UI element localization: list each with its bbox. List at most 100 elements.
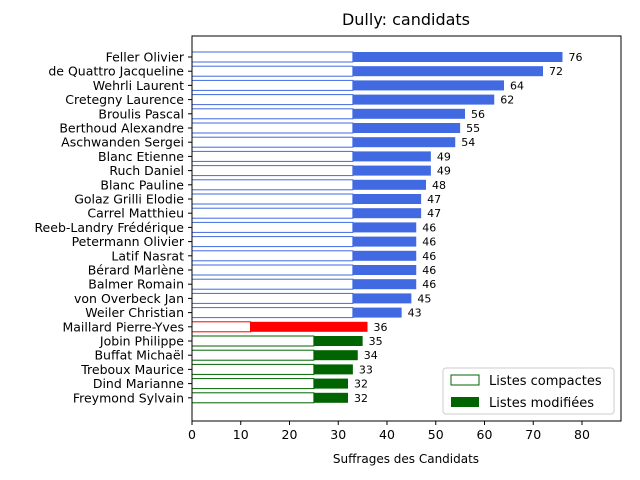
x-tick-label-20: 20	[282, 427, 298, 442]
data-label-blanc-pauline: 48	[432, 179, 446, 192]
bar-compact-aschwanden-sergei	[191, 136, 354, 148]
y-tick-label-buffat-michael: Buffat Michaël	[94, 348, 184, 363]
bar-modified-blanc-etienne	[352, 151, 431, 162]
y-tick-label-von-overbeck-jan: von Overbeck Jan	[74, 291, 184, 306]
bar-compact-freymond-sylvain	[191, 392, 315, 404]
bar-modified-blanc-pauline	[352, 179, 426, 190]
legend-swatch-modified	[451, 397, 479, 407]
y-tick-label-dind-marianne: Dind Marianne	[93, 376, 184, 391]
bar-modified-ruch-daniel	[352, 165, 431, 176]
chart-title: Dully: candidats	[342, 10, 470, 29]
y-tick-label-broulis-pascal: Broulis Pascal	[98, 106, 184, 121]
bar-compact-balmer-romain	[191, 278, 354, 290]
x-tick-label-10: 10	[233, 427, 249, 442]
y-tick-label-petermann-olivier: Petermann Olivier	[72, 234, 185, 249]
bar-modified-de-quattro-jacqueline	[352, 66, 543, 77]
y-tick-label-feller-olivier: Feller Olivier	[106, 50, 185, 65]
bar-compact-jobin-philippe	[191, 335, 315, 347]
y-tick-label-de-quattro-jacqueline: de Quattro Jacqueline	[48, 64, 184, 79]
bar-compact-wehrli-laurent	[191, 79, 354, 91]
bar-compact-broulis-pascal	[191, 108, 354, 120]
y-tick-label-maillard-pierre-yves: Maillard Pierre-Yves	[62, 319, 184, 334]
y-tick-label-aschwanden-sergei: Aschwanden Sergei	[61, 135, 184, 150]
bar-modified-buffat-michael	[313, 350, 358, 361]
data-label-wehrli-laurent: 64	[510, 79, 524, 92]
y-tick-label-jobin-philippe: Jobin Philippe	[99, 334, 184, 349]
data-label-feller-olivier: 76	[569, 51, 583, 64]
x-tick-label-50: 50	[428, 427, 444, 442]
data-label-von-overbeck-jan: 45	[417, 292, 431, 305]
data-label-maillard-pierre-yves: 36	[374, 321, 388, 334]
bar-modified-von-overbeck-jan	[352, 293, 412, 304]
legend-box	[442, 367, 615, 415]
legend-swatch-compact	[450, 374, 480, 386]
x-tick-label-40: 40	[379, 427, 395, 442]
data-label-blanc-etienne: 49	[437, 150, 451, 163]
data-label-latif-nasrat: 46	[422, 250, 436, 263]
bar-modified-latif-nasrat	[352, 250, 417, 261]
bar-compact-von-overbeck-jan	[191, 292, 354, 304]
x-tick-label-30: 30	[330, 427, 346, 442]
bar-compact-blanc-pauline	[191, 179, 354, 191]
bar-modified-wehrli-laurent	[352, 80, 504, 91]
bar-modified-treboux-maurice	[313, 364, 353, 375]
data-label-weiler-christian: 43	[408, 307, 422, 320]
bar-compact-petermann-olivier	[191, 236, 354, 248]
bar-modified-dind-marianne	[313, 378, 348, 389]
bar-modified-petermann-olivier	[352, 236, 417, 247]
data-label-balmer-romain: 46	[422, 278, 436, 291]
bar-modified-aschwanden-sergei	[352, 137, 456, 148]
bar-compact-maillard-pierre-yves	[191, 321, 251, 333]
data-label-cretegny-laurence: 62	[500, 94, 514, 107]
bar-compact-reeb-landry-frederique	[191, 221, 354, 233]
bar-modified-feller-olivier	[352, 52, 563, 62]
bar-compact-treboux-maurice	[191, 363, 315, 375]
bar-compact-buffat-michael	[191, 349, 315, 361]
bar-modified-broulis-pascal	[352, 108, 465, 119]
y-tick-label-golaz-grilli-elodie: Golaz Grilli Elodie	[74, 192, 184, 207]
bar-compact-blanc-etienne	[191, 150, 354, 162]
x-tick-label-70: 70	[525, 427, 541, 442]
bar-compact-berard-marlene	[191, 264, 354, 276]
legend-label-compact: Listes compactes	[489, 374, 602, 389]
data-label-berard-marlene: 46	[422, 264, 436, 277]
bar-compact-ruch-daniel	[191, 165, 354, 177]
x-axis: 0 10 20 30 40 50 60 70 80	[188, 421, 590, 442]
x-tick-label-80: 80	[574, 427, 590, 442]
plot-frame	[191, 35, 622, 422]
data-label-broulis-pascal: 56	[471, 108, 485, 121]
y-tick-label-ruch-daniel: Ruch Daniel	[109, 163, 184, 178]
bar-modified-berard-marlene	[352, 265, 417, 275]
y-tick-label-freymond-sylvain: Freymond Sylvain	[73, 390, 184, 405]
bar-modified-balmer-romain	[352, 279, 417, 290]
data-label-buffat-michael: 34	[364, 349, 378, 362]
y-tick-label-blanc-etienne: Blanc Etienne	[98, 149, 184, 164]
bar-compact-weiler-christian	[191, 307, 354, 319]
x-axis-label: Suffrages des Candidats	[333, 452, 479, 466]
y-tick-label-weiler-christian: Weiler Christian	[85, 305, 184, 320]
data-label-berthoud-alexandre: 55	[466, 122, 480, 135]
data-label-jobin-philippe: 35	[369, 335, 383, 348]
x-tick-label-0: 0	[188, 427, 196, 442]
y-tick-label-carrel-matthieu: Carrel Matthieu	[87, 206, 184, 221]
legend: Listes compactes Listes modifiées	[442, 367, 615, 415]
data-label-de-quattro-jacqueline: 72	[549, 65, 563, 78]
data-label-reeb-landry-frederique: 46	[422, 221, 436, 234]
bar-modified-jobin-philippe	[313, 336, 363, 346]
data-label-carrel-matthieu: 47	[427, 207, 441, 220]
data-label-ruch-daniel: 49	[437, 165, 451, 178]
y-tick-label-cretegny-laurence: Cretegny Laurence	[65, 92, 184, 107]
bar-compact-berthoud-alexandre	[191, 122, 354, 134]
y-tick-label-blanc-pauline: Blanc Pauline	[100, 177, 184, 192]
bar-compact-dind-marianne	[191, 378, 315, 390]
bar-modified-carrel-matthieu	[352, 208, 422, 219]
y-tick-label-balmer-romain: Balmer Romain	[88, 277, 184, 292]
data-label-dind-marianne: 32	[354, 378, 368, 391]
bar-compact-latif-nasrat	[191, 250, 354, 262]
bar-modified-cretegny-laurence	[352, 94, 495, 105]
bar-modified-maillard-pierre-yves	[250, 321, 368, 332]
data-label-golaz-grilli-elodie: 47	[427, 193, 441, 206]
y-tick-label-latif-nasrat: Latif Nasrat	[111, 248, 184, 263]
y-tick-label-berthoud-alexandre: Berthoud Alexandre	[59, 121, 184, 136]
